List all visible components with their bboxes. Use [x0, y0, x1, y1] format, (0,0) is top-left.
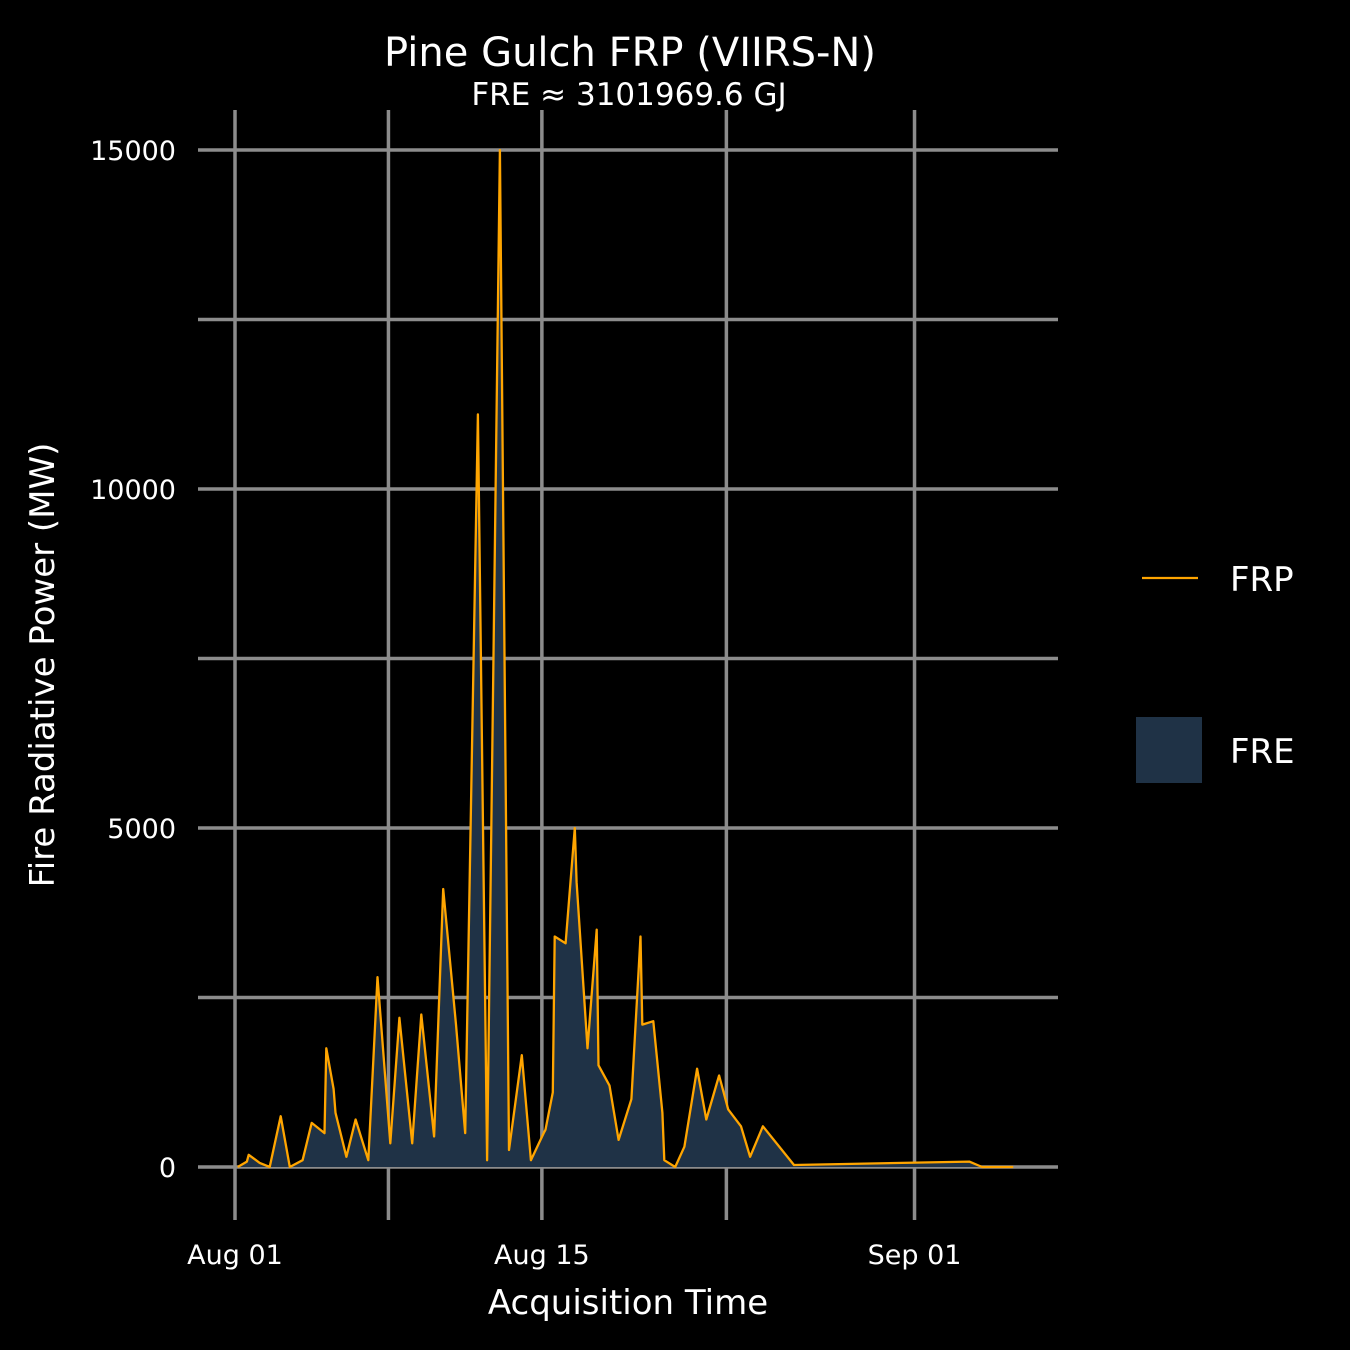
- axis-ticks: 0 5000 10000 15000 Aug 01 Aug 15 Sep 01: [90, 136, 961, 1271]
- legend-fre-swatch: [1136, 717, 1202, 783]
- y-tick-label: 0: [159, 1153, 176, 1184]
- legend: FRP FRE: [1136, 560, 1295, 783]
- chart-subtitle: FRE ≈ 3101969.6 GJ: [471, 77, 786, 113]
- x-tick-label: Sep 01: [868, 1240, 962, 1271]
- frp-line: [237, 148, 1014, 1169]
- legend-fre-label: FRE: [1230, 732, 1295, 772]
- x-axis-title: Acquisition Time: [488, 1283, 768, 1323]
- y-tick-label: 15000: [90, 136, 176, 167]
- legend-frp-label: FRP: [1230, 560, 1294, 600]
- x-tick-label: Aug 15: [494, 1240, 590, 1271]
- y-tick-label: 5000: [107, 814, 176, 845]
- chart-title: Pine Gulch FRP (VIIRS-N): [384, 30, 876, 76]
- x-tick-label: Aug 01: [187, 1240, 283, 1271]
- y-axis-title: Fire Radiative Power (MW): [23, 443, 63, 888]
- y-tick-label: 10000: [90, 475, 176, 506]
